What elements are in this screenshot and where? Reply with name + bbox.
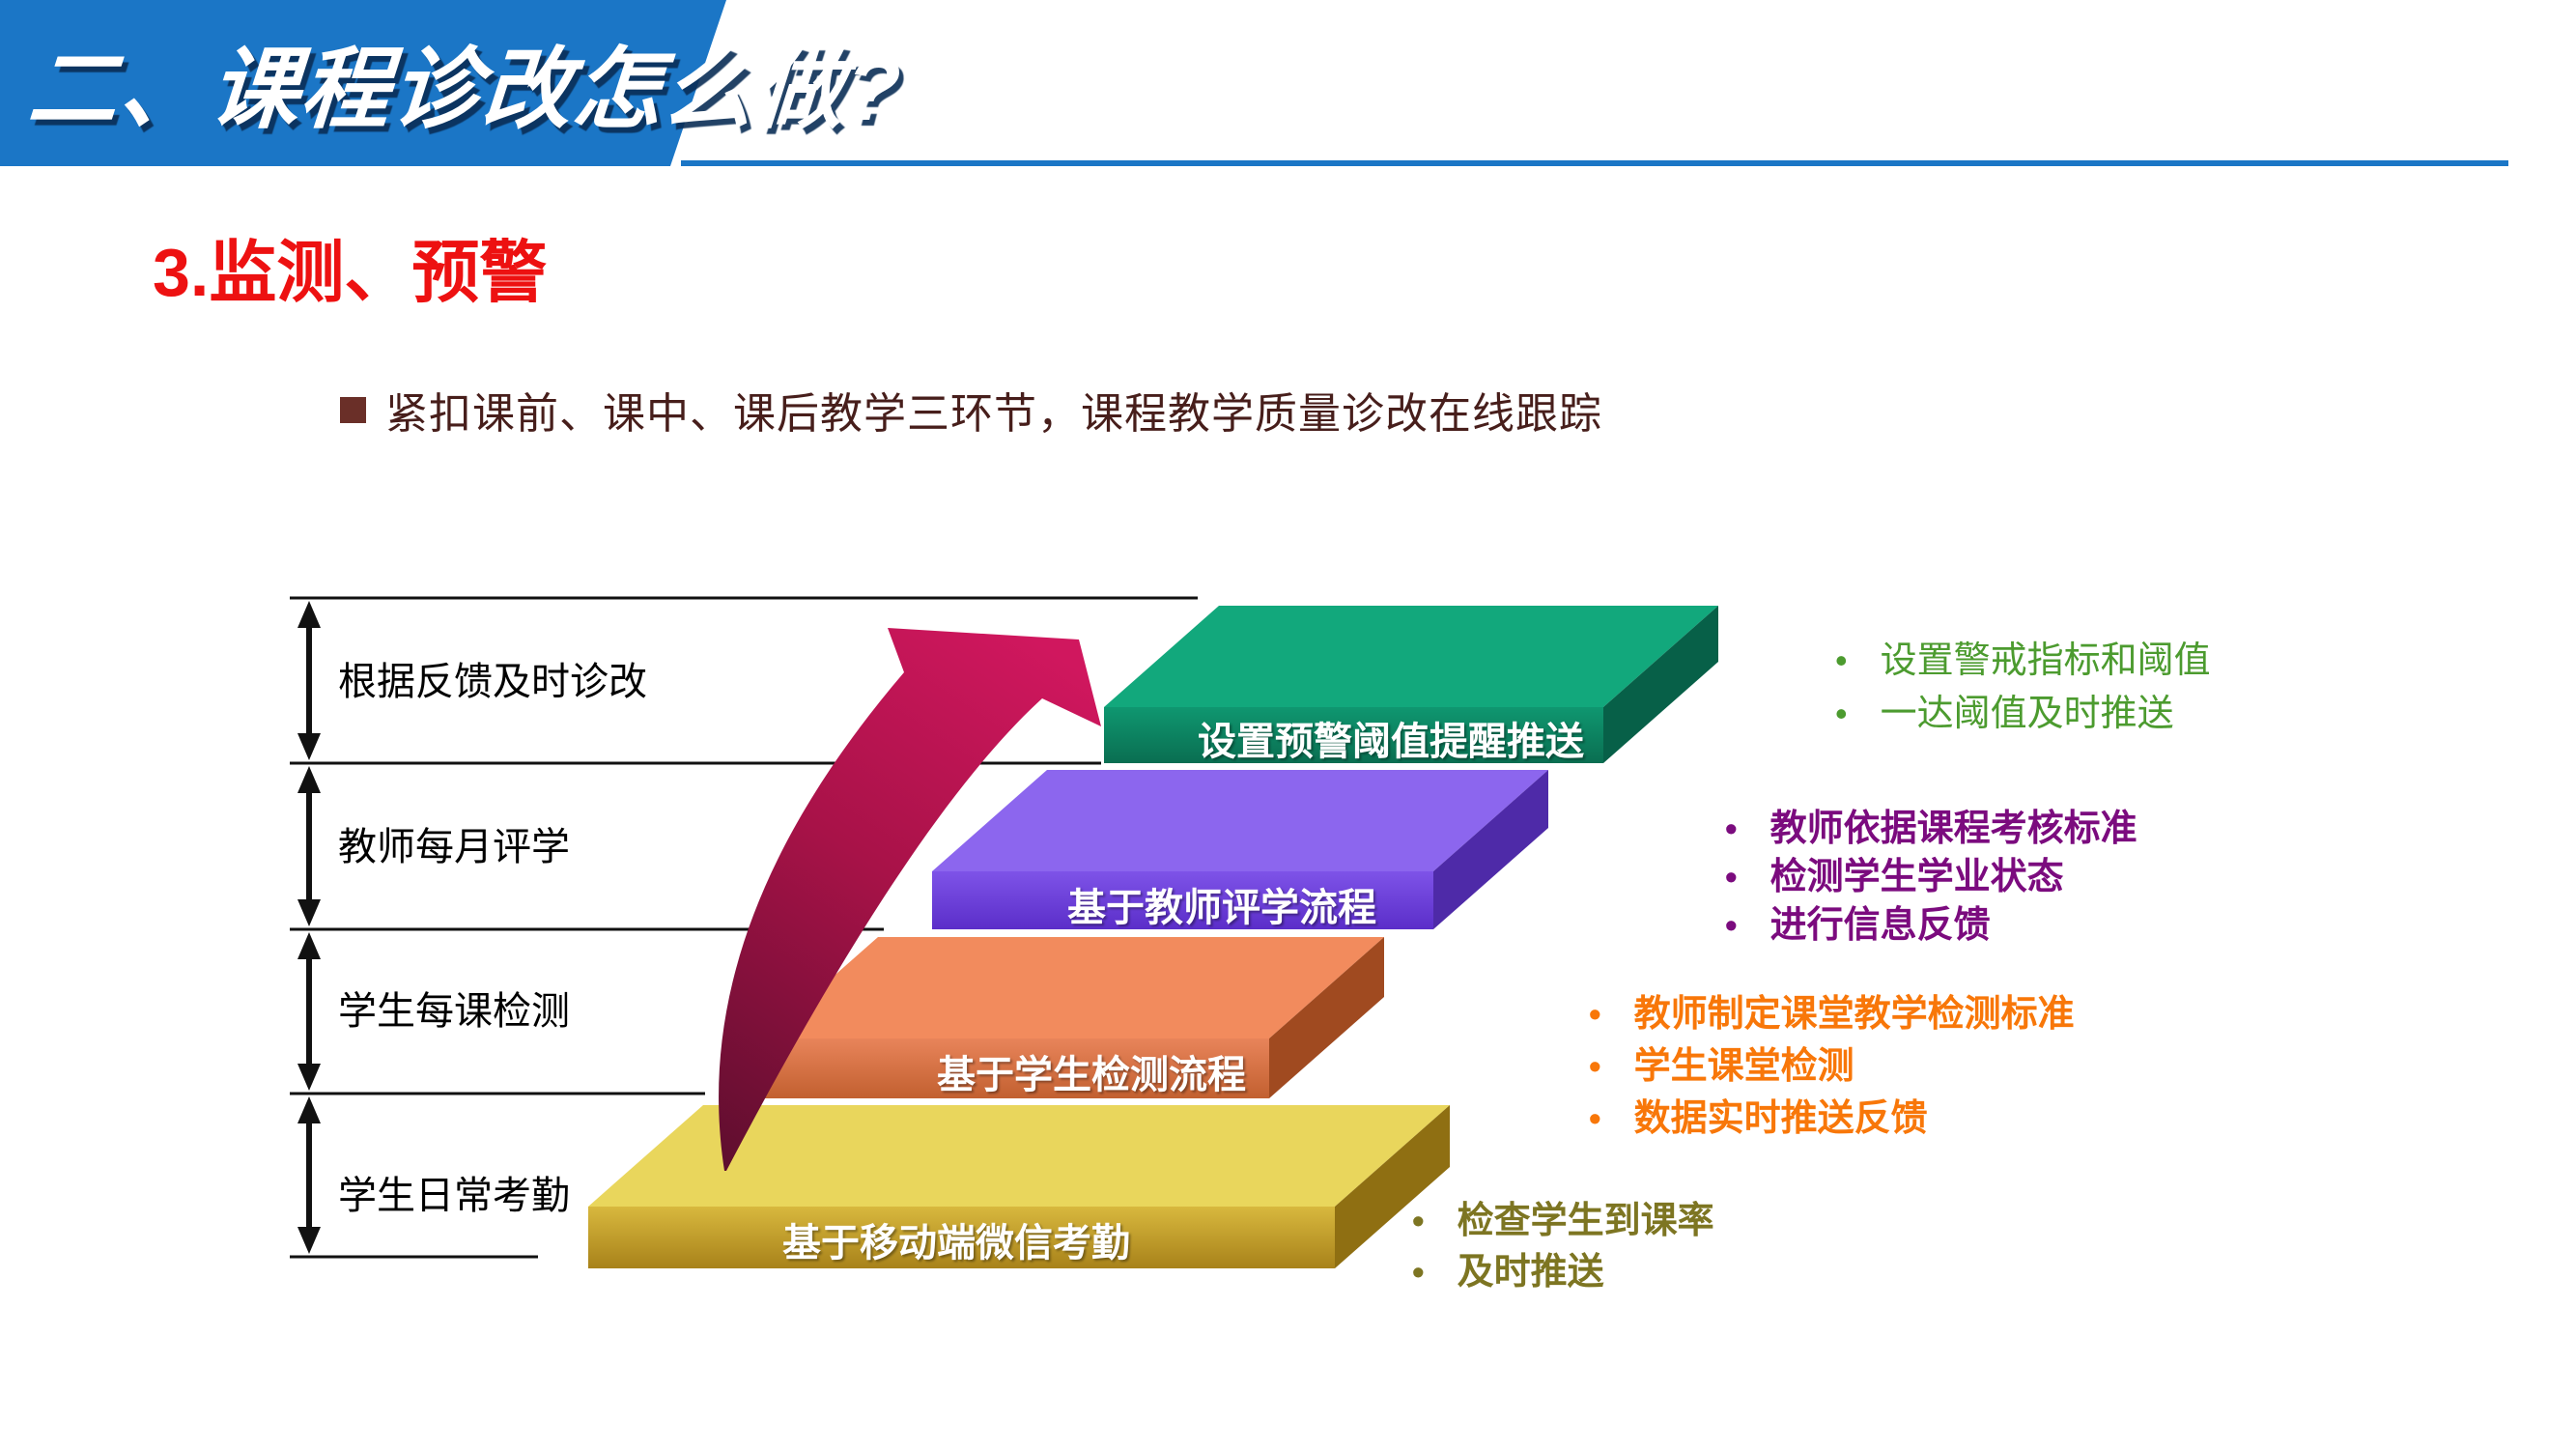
left-label-feedback: 根据反馈及时诊改 bbox=[338, 661, 647, 703]
left-label-lesson-check: 学生每课检测 bbox=[338, 990, 570, 1033]
note-item: • 一达阈值及时推送 bbox=[1835, 683, 2211, 736]
note-item: • 设置警戒指标和阈值 bbox=[1835, 630, 2211, 683]
step-label-teacher-eval: 基于教师评学流程 bbox=[1067, 887, 1376, 929]
note-text: 设置警戒指标和阈值 bbox=[1880, 640, 2211, 681]
bullet-dot-icon: • bbox=[1589, 1046, 1601, 1086]
intro-text: 紧扣课前、课中、课后教学三环节，课程教学质量诊改在线跟踪 bbox=[385, 390, 1602, 438]
note-text: 教师依据课程考核标准 bbox=[1769, 809, 2137, 849]
bullet-dot-icon: • bbox=[1725, 857, 1738, 896]
measure-arrows bbox=[297, 601, 321, 1254]
note-text: 检查学生到课率 bbox=[1457, 1201, 1714, 1241]
square-bullet-icon bbox=[340, 396, 366, 423]
bullet-dot-icon: • bbox=[1835, 694, 1848, 733]
title-banner bbox=[0, 0, 726, 166]
note-item: • 检测学生学业状态 bbox=[1725, 846, 2137, 897]
note-text: 及时推送 bbox=[1457, 1252, 1604, 1293]
notes-teacher-eval: • 教师依据课程考核标准 • 检测学生学业状态 • 进行信息反馈 bbox=[1725, 798, 2137, 946]
bullet-dot-icon: • bbox=[1725, 809, 1738, 848]
note-item: • 数据实时推送反馈 bbox=[1589, 1088, 2075, 1140]
step-student-check bbox=[763, 937, 1384, 1098]
bullet-dot-icon: • bbox=[1412, 1252, 1425, 1292]
note-text: 检测学生学业状态 bbox=[1769, 857, 2064, 897]
note-item: • 教师依据课程考核标准 bbox=[1725, 798, 2137, 849]
notes-warning: • 设置警戒指标和阈值 • 一达阈值及时推送 bbox=[1835, 630, 2211, 736]
bullet-dot-icon: • bbox=[1589, 994, 1601, 1034]
step-label-student-check: 基于学生检测流程 bbox=[937, 1054, 1246, 1096]
note-text: 教师制定课堂教学检测标准 bbox=[1633, 994, 2075, 1035]
note-item: • 教师制定课堂教学检测标准 bbox=[1589, 983, 2075, 1036]
notes-student-check: • 教师制定课堂教学检测标准 • 学生课堂检测 • 数据实时推送反馈 bbox=[1589, 983, 2075, 1140]
divider-rule bbox=[681, 160, 2508, 166]
section-heading: 3.监测、预警 bbox=[153, 235, 548, 310]
note-text: 学生课堂检测 bbox=[1633, 1046, 1854, 1087]
left-label-attendance: 学生日常考勤 bbox=[338, 1175, 570, 1217]
note-item: • 学生课堂检测 bbox=[1589, 1036, 2075, 1088]
intro-bullet-row: 紧扣课前、课中、课后教学三环节，课程教学质量诊改在线跟踪 bbox=[340, 379, 1602, 441]
note-item: • 检查学生到课率 bbox=[1412, 1190, 1714, 1241]
left-label-teacher-eval: 教师每月评学 bbox=[338, 826, 570, 868]
bullet-dot-icon: • bbox=[1725, 905, 1738, 945]
step-attendance bbox=[588, 1105, 1450, 1268]
step-label-attendance: 基于移动端微信考勤 bbox=[782, 1222, 1130, 1265]
step-teacher-eval bbox=[932, 770, 1548, 929]
bullet-dot-icon: • bbox=[1835, 640, 1848, 680]
note-text: 数据实时推送反馈 bbox=[1633, 1098, 1928, 1139]
step-warning bbox=[1104, 606, 1718, 763]
note-text: 进行信息反馈 bbox=[1769, 905, 1991, 946]
note-text: 一达阈值及时推送 bbox=[1880, 694, 2174, 734]
bullet-dot-icon: • bbox=[1589, 1098, 1601, 1138]
note-item: • 及时推送 bbox=[1412, 1241, 1714, 1293]
bullet-dot-icon: • bbox=[1412, 1201, 1425, 1240]
growth-arrow bbox=[719, 628, 1101, 1171]
notes-attendance: • 检查学生到课率 • 及时推送 bbox=[1412, 1190, 1714, 1293]
note-item: • 进行信息反馈 bbox=[1725, 895, 2137, 946]
level-lines bbox=[290, 596, 1198, 1259]
step-label-warning: 设置预警阈值提醒推送 bbox=[1198, 721, 1584, 763]
